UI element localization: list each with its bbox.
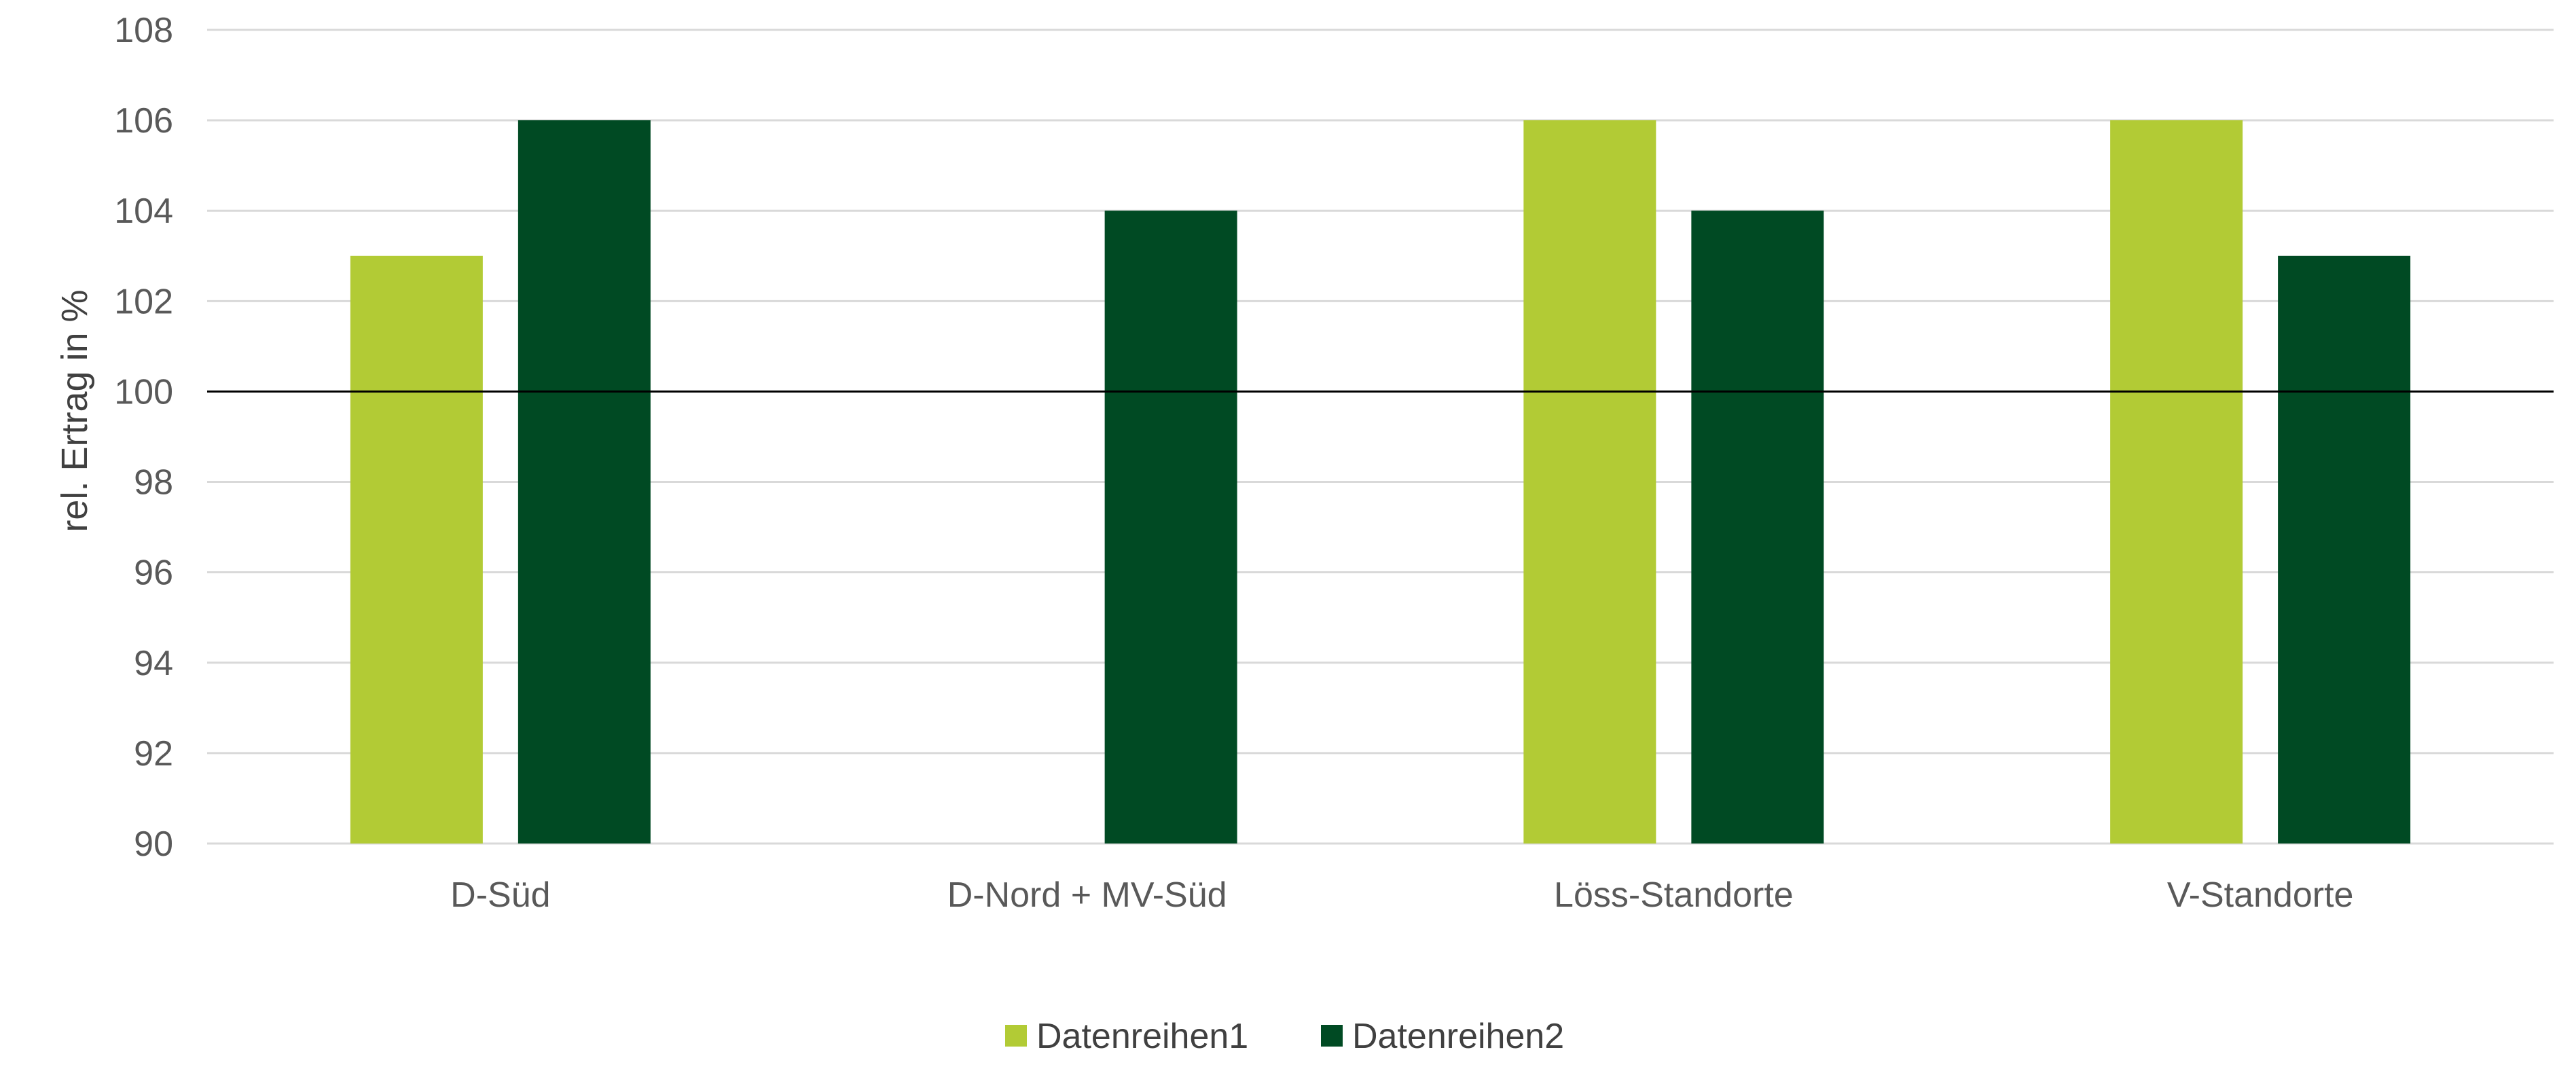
y-axis-title: rel. Ertrag in % <box>54 289 95 532</box>
y-tick-label: 98 <box>134 463 173 503</box>
legend-swatch-datenreihen1 <box>1005 1025 1027 1047</box>
x-tick-label: D-Süd <box>450 875 550 915</box>
bar-datenreihen2-1 <box>518 120 651 844</box>
y-tick-label: 108 <box>114 11 173 50</box>
bar-datenreihen2-3 <box>1691 211 1824 844</box>
bars <box>350 120 2411 844</box>
legend-label-datenreihen1: Datenreihen1 <box>1036 1017 1248 1056</box>
y-tick-label: 102 <box>114 282 173 321</box>
bar-datenreihen1-4 <box>2110 120 2243 844</box>
y-tick-label: 100 <box>114 372 173 412</box>
bar-datenreihen1-3 <box>1523 120 1656 844</box>
y-tick-label: 106 <box>114 101 173 141</box>
x-tick-label: V-Standorte <box>2167 875 2354 915</box>
y-tick-label: 94 <box>134 644 173 683</box>
x-tick-label: D-Nord + MV-Süd <box>947 875 1227 915</box>
x-tick-label: Löss-Standorte <box>1554 875 1794 915</box>
y-tick-label: 96 <box>134 554 173 593</box>
y-tick-label: 104 <box>114 192 173 231</box>
x-axis-ticks: D-Süd D-Nord + MV-Süd Löss-Standorte V-Stan… <box>450 875 2353 915</box>
y-tick-label: 92 <box>134 734 173 774</box>
bar-datenreihen2-2 <box>1104 211 1237 844</box>
bar-datenreihen2-4 <box>2278 255 2411 844</box>
legend-label-datenreihen2: Datenreihen2 <box>1352 1017 1564 1056</box>
bar-datenreihen1-1 <box>350 255 483 844</box>
legend: Datenreihen1 Datenreihen2 <box>1005 1017 1564 1056</box>
legend-swatch-datenreihen2 <box>1321 1025 1343 1047</box>
y-axis-ticks: 90 92 94 96 98 100 102 104 106 108 <box>114 11 173 864</box>
y-tick-label: 90 <box>134 824 173 864</box>
